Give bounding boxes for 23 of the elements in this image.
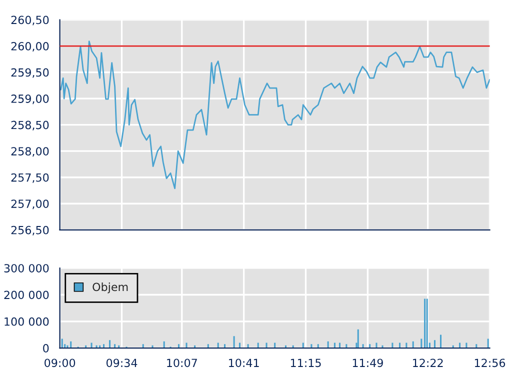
y-tick-label: 256,50 bbox=[11, 226, 49, 236]
y-tick-label: 259,50 bbox=[11, 68, 49, 78]
y-tick-label: 257,00 bbox=[11, 200, 49, 210]
y-tick-label: 258,00 bbox=[11, 147, 49, 157]
y-tick-label: 258,50 bbox=[11, 120, 49, 130]
y-tick-label: 200 000 bbox=[4, 290, 49, 300]
y-tick-label: 259,00 bbox=[11, 94, 49, 104]
y-tick-label: 0 bbox=[43, 344, 49, 352]
x-tick-label: 11:15 bbox=[290, 358, 321, 368]
x-tick-label: 10:07 bbox=[167, 358, 197, 368]
x-tick-label: 12:22 bbox=[413, 358, 443, 367]
legend-label: Objem bbox=[92, 282, 128, 294]
x-tick-label: 10:41 bbox=[229, 358, 259, 368]
x-tick-label: 09:34 bbox=[106, 358, 138, 368]
x-tick-label: 12:56 bbox=[474, 358, 506, 368]
y-tick-label: 257,50 bbox=[11, 173, 49, 183]
y-tick-label: 260,50 bbox=[11, 16, 49, 26]
x-tick-label: 09:00 bbox=[44, 358, 76, 368]
y-tick-label: 100 000 bbox=[4, 317, 49, 326]
line-series bbox=[60, 40, 490, 190]
y-tick-label: 300 000 bbox=[4, 264, 49, 272]
x-tick-label: 11:49 bbox=[352, 358, 383, 368]
y-tick-label: 260,00 bbox=[11, 42, 49, 52]
